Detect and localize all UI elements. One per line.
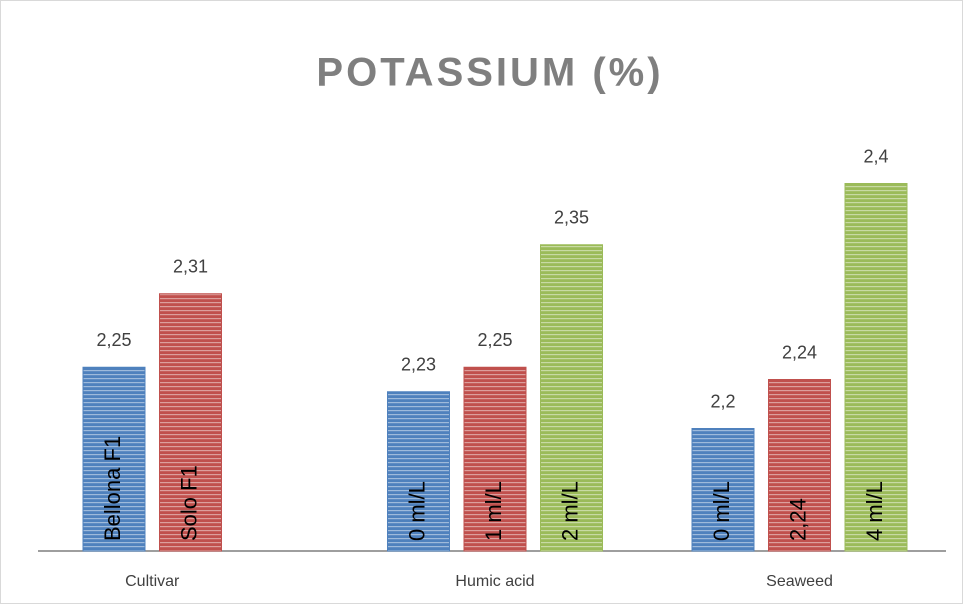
bar [463,366,527,552]
bar [844,183,908,552]
bar-label: 0 ml/L [709,481,734,541]
bar-label: 1 ml/L [481,481,506,541]
x-tick-label: Seaweed [766,573,833,590]
value-label: 2,25 [96,330,131,350]
bar [691,428,755,552]
x-tick-label: Humic acid [455,573,534,590]
value-label: 2,2 [710,391,735,411]
value-label: 2,25 [477,330,512,350]
bar-label: Solo F1 [176,465,201,541]
bar-label: Bellona F1 [100,436,125,541]
bar [387,391,450,552]
x-tick-label: Cultivar [125,573,180,590]
chart-title: POTASSIUM (%) [316,51,663,95]
value-label: 2,23 [401,355,436,375]
value-label: 2,4 [863,146,888,166]
bar-label: 4 ml/L [862,481,887,541]
bar [82,366,146,552]
value-label: 2,35 [554,208,589,228]
bar [540,244,603,552]
value-label: 2,31 [173,257,208,277]
value-label: 2,24 [782,342,817,362]
bar-label: 2,24 [785,498,810,541]
bar-label: 2 ml/L [557,481,582,541]
bar-label: 0 ml/L [404,481,429,541]
bar [159,293,222,552]
bar [768,379,831,552]
